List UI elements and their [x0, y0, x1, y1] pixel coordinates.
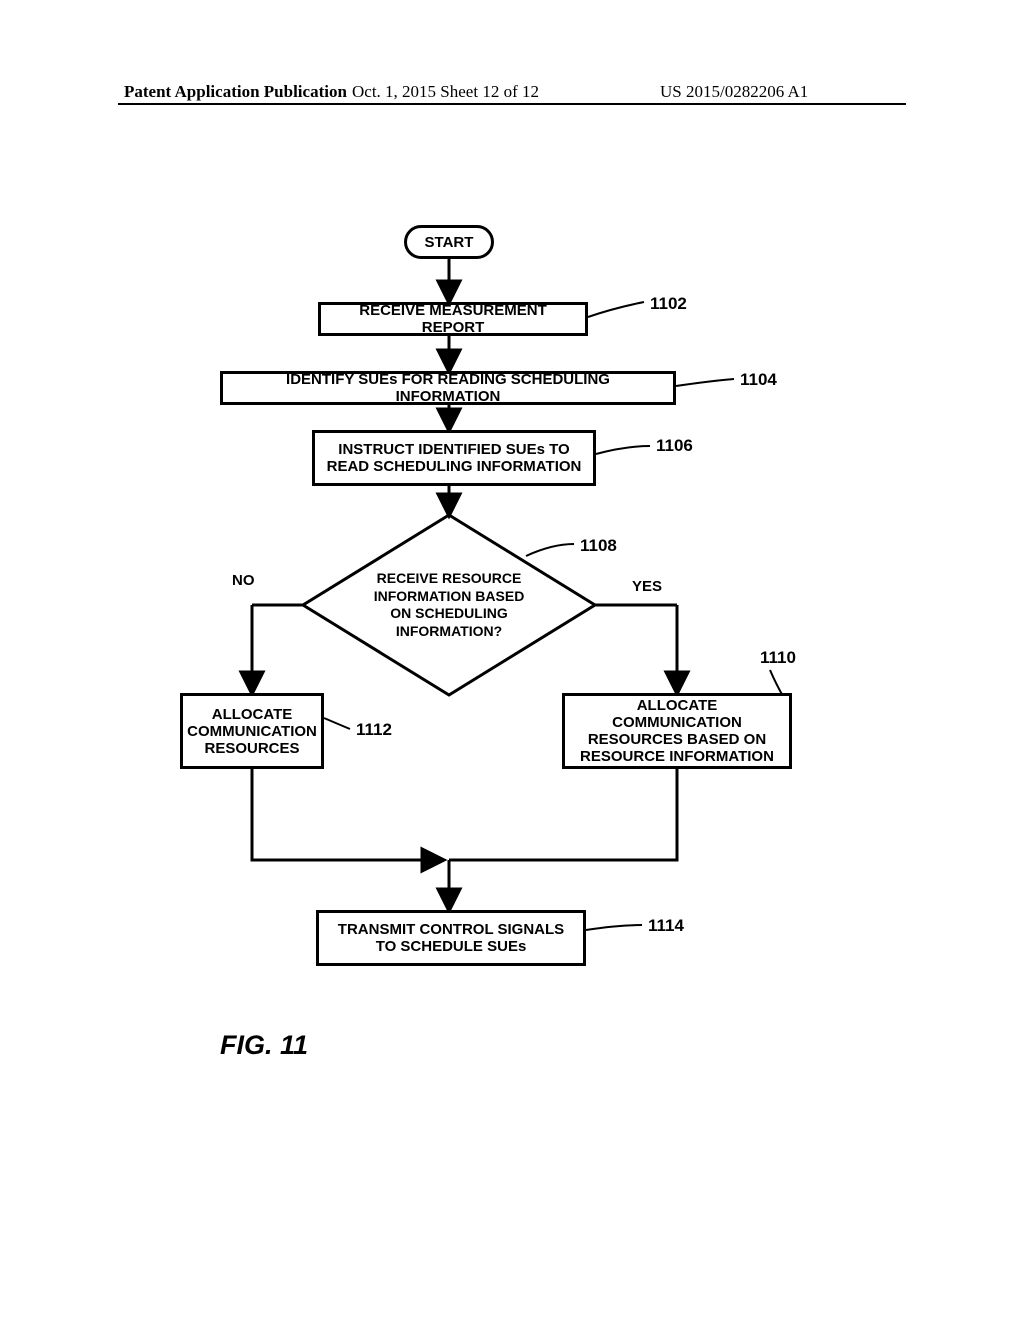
ref-leader	[596, 446, 650, 454]
edge-label-no: NO	[232, 572, 255, 589]
node-1112: ALLOCATE COMMUNICATION RESOURCES	[180, 693, 324, 769]
node-1114-label: TRANSMIT CONTROL SIGNALS TO SCHEDULE SUE…	[329, 921, 573, 955]
ref-1108: 1108	[580, 536, 617, 556]
edge	[252, 769, 443, 860]
node-1114: TRANSMIT CONTROL SIGNALS TO SCHEDULE SUE…	[316, 910, 586, 966]
node-1112-label: ALLOCATE COMMUNICATION RESOURCES	[187, 706, 317, 757]
ref-1110: 1110	[760, 648, 796, 668]
start-node: START	[404, 225, 494, 259]
node-1102: RECEIVE MEASUREMENT REPORT	[318, 302, 588, 336]
figure-label: FIG. 11	[220, 1030, 308, 1061]
node-1106-label: INSTRUCT IDENTIFIED SUEs TO READ SCHEDUL…	[325, 441, 583, 475]
ref-1102: 1102	[650, 294, 687, 314]
ref-1114: 1114	[648, 916, 684, 936]
ref-1112: 1112	[356, 720, 392, 740]
edge	[449, 769, 677, 860]
ref-leader	[586, 925, 642, 930]
ref-1106: 1106	[656, 436, 693, 456]
node-1102-label: RECEIVE MEASUREMENT REPORT	[331, 302, 575, 336]
node-1108: RECEIVE RESOURCE INFORMATION BASED ON SC…	[303, 515, 595, 695]
ref-leader	[324, 718, 350, 729]
page-container: Patent Application Publication Oct. 1, 2…	[0, 0, 1024, 1320]
node-1104-label: IDENTIFY SUEs FOR READING SCHEDULING INF…	[233, 371, 663, 405]
node-1104: IDENTIFY SUEs FOR READING SCHEDULING INF…	[220, 371, 676, 405]
edge-label-yes: YES	[632, 578, 662, 595]
node-1108-label: RECEIVE RESOURCE INFORMATION BASED ON SC…	[364, 570, 534, 640]
ref-leader	[588, 302, 644, 317]
node-1110-label: ALLOCATE COMMUNICATION RESOURCES BASED O…	[575, 697, 779, 765]
ref-1104: 1104	[740, 370, 777, 390]
start-label: START	[425, 234, 474, 251]
ref-leader	[676, 379, 734, 386]
node-1106: INSTRUCT IDENTIFIED SUEs TO READ SCHEDUL…	[312, 430, 596, 486]
node-1110: ALLOCATE COMMUNICATION RESOURCES BASED O…	[562, 693, 792, 769]
